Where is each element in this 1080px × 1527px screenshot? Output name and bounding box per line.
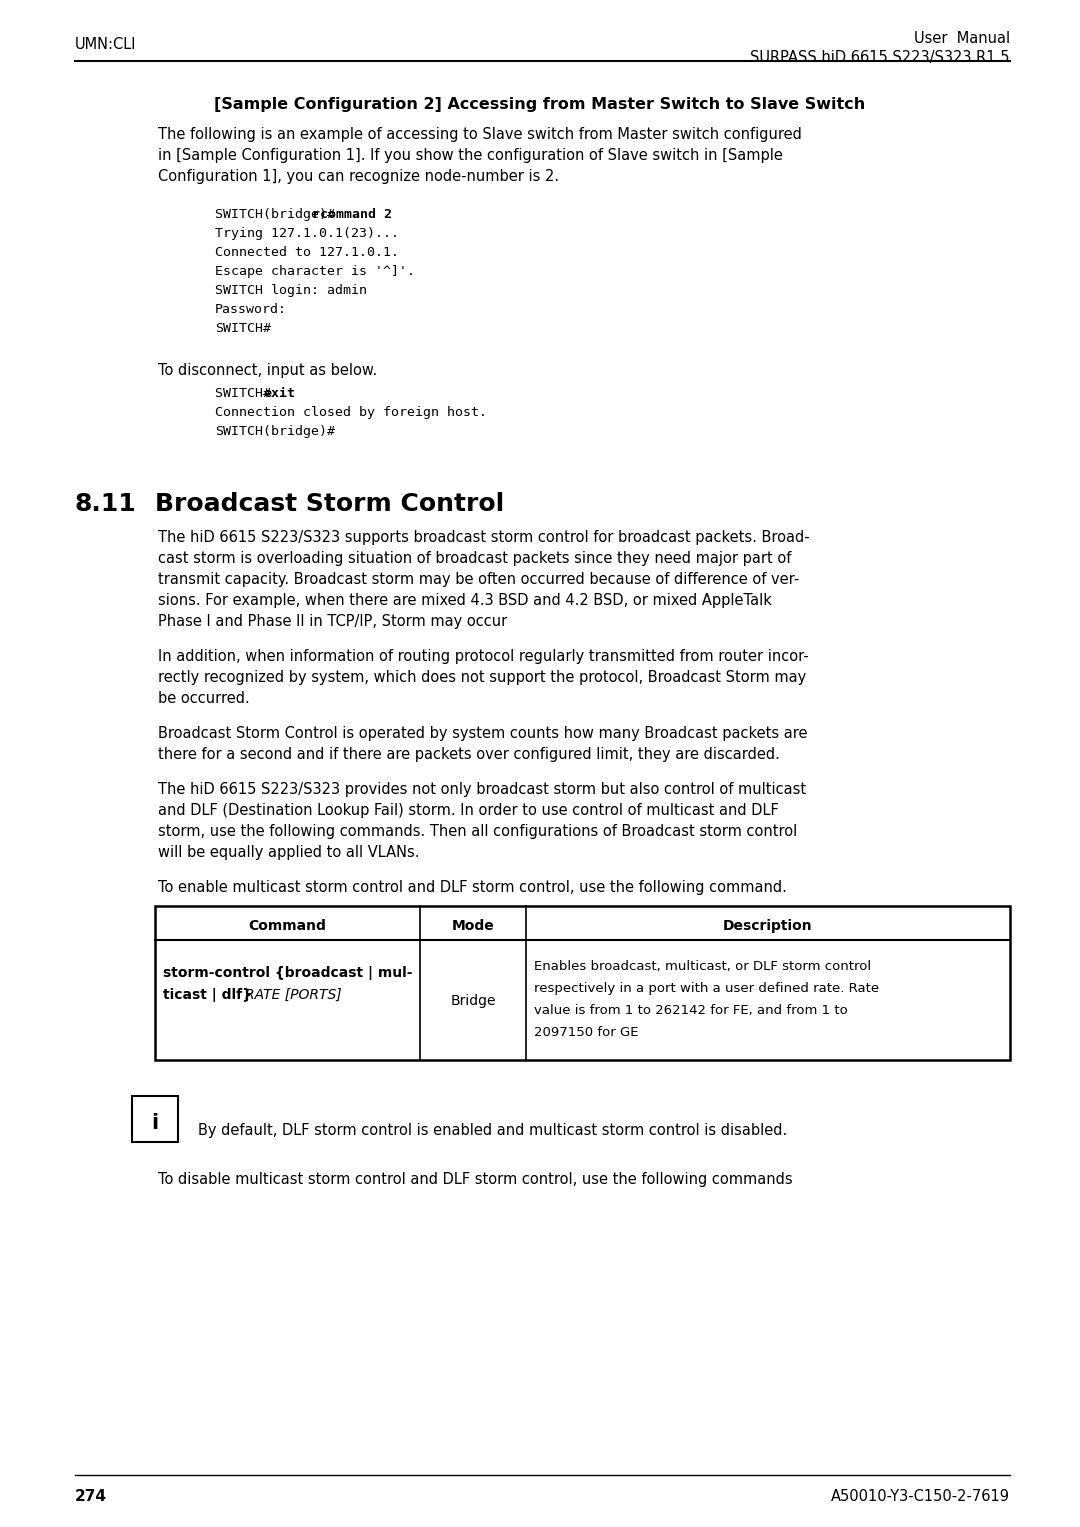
Text: cast storm is overloading situation of broadcast packets since they need major p: cast storm is overloading situation of b…	[158, 551, 792, 567]
Text: rcommand 2: rcommand 2	[312, 208, 392, 221]
Text: In addition, when information of routing protocol regularly transmitted from rou: In addition, when information of routing…	[158, 649, 809, 664]
Text: exit: exit	[264, 386, 296, 400]
Text: Bridge: Bridge	[450, 994, 496, 1008]
Text: To enable multicast storm control and DLF storm control, use the following comma: To enable multicast storm control and DL…	[158, 880, 787, 895]
Bar	[132, 1096, 178, 1142]
Text: in [Sample Configuration 1]. If you show the configuration of Slave switch in [S: in [Sample Configuration 1]. If you show…	[158, 148, 783, 163]
Text: User  Manual: User Manual	[914, 31, 1010, 46]
Text: Mode: Mode	[451, 919, 495, 933]
Text: Phase I and Phase II in TCP/IP, Storm may occur: Phase I and Phase II in TCP/IP, Storm ma…	[158, 614, 508, 629]
Text: To disable multicast storm control and DLF storm control, use the following comm: To disable multicast storm control and D…	[158, 1173, 793, 1186]
Text: Configuration 1], you can recognize node-number is 2.: Configuration 1], you can recognize node…	[158, 169, 559, 183]
Text: Connection closed by foreign host.: Connection closed by foreign host.	[215, 406, 487, 418]
Text: value is from 1 to 262142 for FE, and from 1 to: value is from 1 to 262142 for FE, and fr…	[534, 1003, 848, 1017]
Text: To disconnect, input as below.: To disconnect, input as below.	[158, 363, 377, 379]
Text: ticast | dlf}: ticast | dlf}	[163, 988, 257, 1002]
Text: be occurred.: be occurred.	[158, 692, 249, 705]
Text: Escape character is '^]'.: Escape character is '^]'.	[215, 266, 415, 278]
Text: SWITCH(bridge)#: SWITCH(bridge)#	[215, 208, 343, 221]
Text: The following is an example of accessing to Slave switch from Master switch conf: The following is an example of accessing…	[158, 127, 801, 142]
Text: Trying 127.1.0.1(23)...: Trying 127.1.0.1(23)...	[215, 228, 399, 240]
Text: [Sample Configuration 2] Accessing from Master Switch to Slave Switch: [Sample Configuration 2] Accessing from …	[214, 98, 866, 111]
Text: storm, use the following commands. Then all configurations of Broadcast storm co: storm, use the following commands. Then …	[158, 825, 797, 838]
Text: A50010-Y3-C150-2-7619: A50010-Y3-C150-2-7619	[831, 1489, 1010, 1504]
Text: and DLF (Destination Lookup Fail) storm. In order to use control of multicast an: and DLF (Destination Lookup Fail) storm.…	[158, 803, 779, 818]
Text: Command: Command	[248, 919, 326, 933]
Text: By default, DLF storm control is enabled and multicast storm control is disabled: By default, DLF storm control is enabled…	[198, 1122, 787, 1138]
Text: SWITCH#: SWITCH#	[215, 386, 279, 400]
Text: rectly recognized by system, which does not support the protocol, Broadcast Stor: rectly recognized by system, which does …	[158, 670, 807, 686]
Text: respectively in a port with a user defined rate. Rate: respectively in a port with a user defin…	[534, 982, 879, 996]
Text: 8.11: 8.11	[75, 492, 137, 516]
Text: i: i	[151, 1113, 159, 1133]
Text: will be equally applied to all VLANs.: will be equally applied to all VLANs.	[158, 844, 419, 860]
Bar	[156, 906, 1010, 1060]
Text: Description: Description	[724, 919, 813, 933]
Text: Enables broadcast, multicast, or DLF storm control: Enables broadcast, multicast, or DLF sto…	[534, 960, 872, 973]
Text: SWITCH login: admin: SWITCH login: admin	[215, 284, 367, 296]
Text: storm-control {broadcast | mul-: storm-control {broadcast | mul-	[163, 967, 413, 980]
Text: SWITCH#: SWITCH#	[215, 322, 271, 334]
Text: Broadcast Storm Control is operated by system counts how many Broadcast packets : Broadcast Storm Control is operated by s…	[158, 725, 808, 741]
Text: transmit capacity. Broadcast storm may be often occurred because of difference o: transmit capacity. Broadcast storm may b…	[158, 573, 799, 586]
Text: Connected to 127.1.0.1.: Connected to 127.1.0.1.	[215, 246, 399, 260]
Text: The hiD 6615 S223/S323 provides not only broadcast storm but also control of mul: The hiD 6615 S223/S323 provides not only…	[158, 782, 806, 797]
Text: sions. For example, when there are mixed 4.3 BSD and 4.2 BSD, or mixed AppleTalk: sions. For example, when there are mixed…	[158, 592, 772, 608]
Text: Password:: Password:	[215, 302, 287, 316]
Text: SWITCH(bridge)#: SWITCH(bridge)#	[215, 425, 335, 438]
Text: RATE [PORTS]: RATE [PORTS]	[245, 988, 341, 1002]
Text: there for a second and if there are packets over configured limit, they are disc: there for a second and if there are pack…	[158, 747, 780, 762]
Text: 274: 274	[75, 1489, 107, 1504]
Text: 2097150 for GE: 2097150 for GE	[534, 1026, 638, 1038]
Text: UMN:CLI: UMN:CLI	[75, 37, 136, 52]
Text: The hiD 6615 S223/S323 supports broadcast storm control for broadcast packets. B: The hiD 6615 S223/S323 supports broadcas…	[158, 530, 810, 545]
Text: Broadcast Storm Control: Broadcast Storm Control	[156, 492, 504, 516]
Text: SURPASS hiD 6615 S223/S323 R1.5: SURPASS hiD 6615 S223/S323 R1.5	[751, 50, 1010, 66]
